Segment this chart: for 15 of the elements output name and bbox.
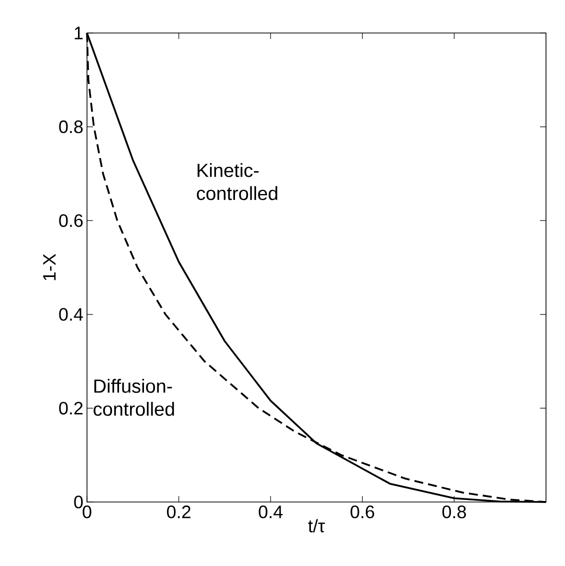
annotation: Diffusion-controlled (94, 378, 174, 416)
x-tick-label: 0.4 (258, 506, 283, 518)
x-axis-title: t/τ (308, 519, 325, 532)
x-tick-label: 0.8 (442, 506, 466, 518)
y-tick-label: 0.6 (59, 214, 83, 227)
x-tick-label: 0.2 (166, 506, 190, 518)
x-tick-label: 0.6 (350, 506, 374, 518)
annotation: Kinetic-controlled (196, 163, 278, 200)
y-tick-label: 0.2 (59, 402, 83, 415)
y-axis-title: 1-X (43, 254, 56, 280)
y-tick-label: 0.4 (59, 308, 83, 321)
y-tick-label: 1 (74, 26, 83, 40)
y-tick-label: 0.8 (59, 120, 83, 134)
x-tick-label: 0 (82, 506, 92, 518)
y-tick-label: 0 (74, 496, 83, 508)
